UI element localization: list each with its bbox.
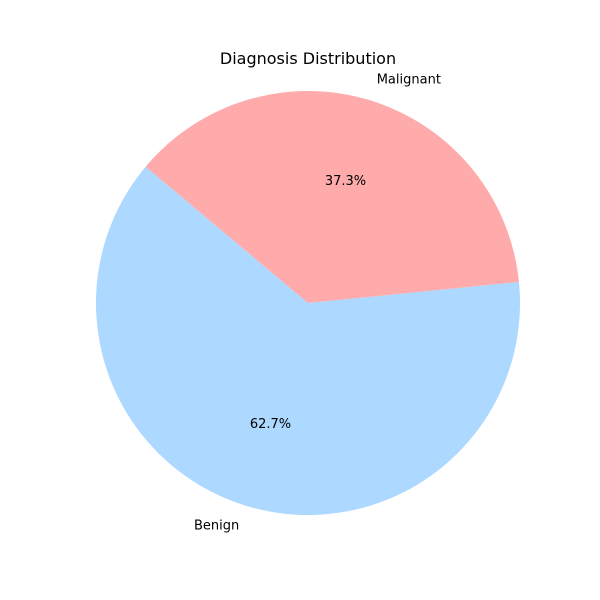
pie-slices <box>95 91 520 516</box>
pie-labels: Benign 62.7% Malignant 37.3% <box>194 73 441 534</box>
pct-label-malignant: 37.3% <box>325 174 366 189</box>
pie-slice-malignant <box>145 91 519 303</box>
chart-title: Diagnosis Distribution <box>220 49 396 68</box>
pct-label-benign: 62.7% <box>250 417 291 432</box>
slice-label-malignant: Malignant <box>377 73 441 88</box>
slice-label-benign: Benign <box>194 518 239 533</box>
pie-slice-benign <box>95 166 520 516</box>
